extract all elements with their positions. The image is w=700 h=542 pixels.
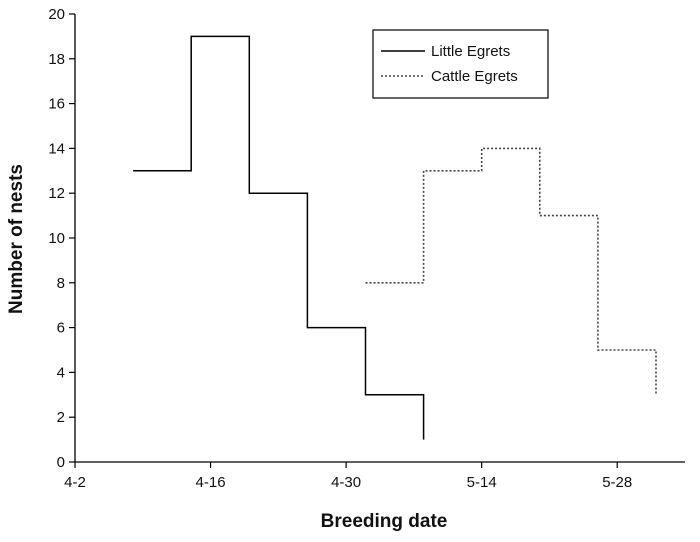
series bbox=[133, 35, 657, 440]
y-tick-label: 10 bbox=[48, 230, 65, 247]
y-tick-label: 8 bbox=[57, 275, 65, 292]
legend-label-cattle-egrets: Cattle Egrets bbox=[431, 68, 518, 85]
series-line-little-egrets bbox=[133, 35, 425, 440]
y-tick-label: 6 bbox=[57, 320, 65, 337]
y-tick-label: 12 bbox=[48, 185, 65, 202]
y-tick-label: 14 bbox=[48, 140, 65, 157]
y-axis-title: Number of nests bbox=[6, 164, 27, 314]
y-tick-label: 16 bbox=[48, 96, 65, 113]
series-line-cattle-egrets bbox=[365, 147, 657, 395]
y-tick-label: 4 bbox=[57, 364, 65, 381]
legend-label-little-egrets: Little Egrets bbox=[431, 43, 510, 60]
x-tick-label: 4-2 bbox=[64, 474, 86, 491]
y-tick-label: 0 bbox=[57, 454, 65, 471]
y-tick-label: 2 bbox=[57, 409, 65, 426]
x-tick-label: 5-14 bbox=[467, 474, 497, 491]
x-tick-label: 4-16 bbox=[196, 474, 226, 491]
x-axis-title: Breeding date bbox=[321, 511, 448, 532]
x-tick-label: 5-28 bbox=[602, 474, 632, 491]
legend-box bbox=[372, 29, 549, 99]
legend: Little Egrets Cattle Egrets bbox=[372, 29, 549, 99]
ticks: 0 2 4 6 8 10 12 14 16 18 20 4-2 4-16 4-30 5-14 5-28 bbox=[48, 6, 632, 491]
x-tick-label: 4-30 bbox=[331, 474, 361, 491]
y-tick-label: 18 bbox=[48, 51, 65, 68]
y-tick-label: 20 bbox=[48, 6, 65, 23]
